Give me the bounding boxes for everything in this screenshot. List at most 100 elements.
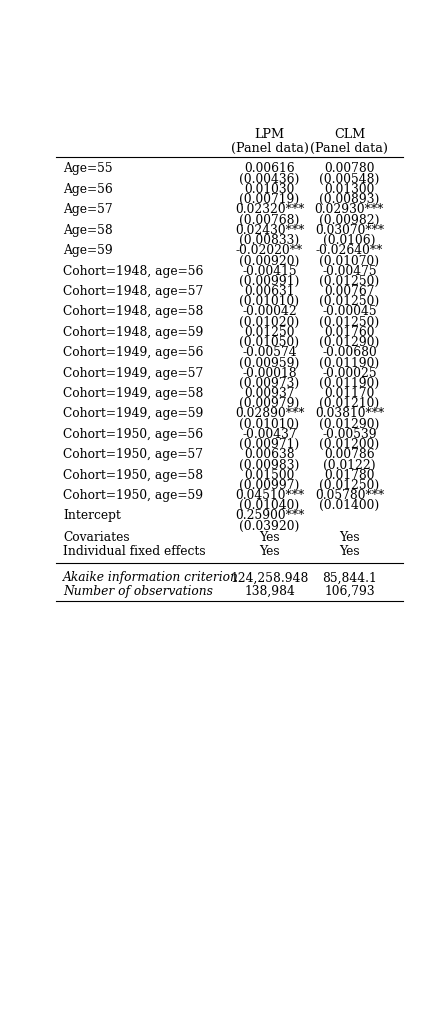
Text: 0.00638: 0.00638	[244, 448, 295, 461]
Text: (0.01190): (0.01190)	[319, 377, 379, 390]
Text: (0.01200): (0.01200)	[319, 438, 379, 451]
Text: (0.00979): (0.00979)	[239, 397, 300, 411]
Text: -0.00475: -0.00475	[322, 265, 377, 278]
Text: -0.02020**: -0.02020**	[236, 244, 303, 258]
Text: 0.25900***: 0.25900***	[235, 509, 304, 522]
Text: 0.00616: 0.00616	[244, 162, 295, 175]
Text: 0.01250: 0.01250	[244, 325, 295, 339]
Text: LPM: LPM	[254, 128, 284, 141]
Text: Cohort=1950, age=57: Cohort=1950, age=57	[63, 448, 203, 461]
Text: (0.0106): (0.0106)	[323, 234, 375, 247]
Text: (0.01040): (0.01040)	[239, 499, 300, 512]
Text: Cohort=1949, age=57: Cohort=1949, age=57	[63, 366, 203, 379]
Text: 0.01500: 0.01500	[244, 468, 295, 482]
Text: (0.01250): (0.01250)	[319, 275, 379, 288]
Text: Cohort=1949, age=56: Cohort=1949, age=56	[63, 346, 203, 359]
Text: 0.01170: 0.01170	[324, 387, 375, 400]
Text: 85,844.1: 85,844.1	[322, 571, 377, 584]
Text: -0.00018: -0.00018	[242, 366, 297, 379]
Text: -0.00415: -0.00415	[242, 265, 297, 278]
Text: (0.00920): (0.00920)	[239, 255, 300, 268]
Text: 138,984: 138,984	[244, 585, 295, 598]
Text: Cohort=1949, age=58: Cohort=1949, age=58	[63, 387, 203, 400]
Text: (0.03920): (0.03920)	[239, 520, 300, 532]
Text: 0.03070***: 0.03070***	[315, 224, 384, 236]
Text: 0.00786: 0.00786	[324, 448, 375, 461]
Text: -0.00680: -0.00680	[322, 346, 377, 359]
Text: (Panel data): (Panel data)	[231, 142, 309, 155]
Text: (0.01190): (0.01190)	[319, 357, 379, 369]
Text: Number of observations: Number of observations	[63, 585, 213, 598]
Text: Yes: Yes	[339, 531, 360, 545]
Text: (0.00982): (0.00982)	[319, 214, 379, 227]
Text: (0.01290): (0.01290)	[319, 418, 379, 431]
Text: Cohort=1950, age=59: Cohort=1950, age=59	[63, 489, 203, 502]
Text: -0.00045: -0.00045	[322, 305, 377, 318]
Text: (0.00991): (0.00991)	[239, 275, 300, 288]
Text: (0.01250): (0.01250)	[319, 479, 379, 492]
Text: 0.02320***: 0.02320***	[235, 203, 304, 216]
Text: 0.03810***: 0.03810***	[315, 408, 384, 421]
Text: Age=59: Age=59	[63, 244, 113, 258]
Text: -0.00042: -0.00042	[242, 305, 297, 318]
Text: -0.02640**: -0.02640**	[316, 244, 383, 258]
Text: (0.00548): (0.00548)	[319, 172, 379, 186]
Text: Cohort=1948, age=56: Cohort=1948, age=56	[63, 265, 203, 278]
Text: (0.00436): (0.00436)	[239, 172, 300, 186]
Text: (0.01070): (0.01070)	[319, 255, 379, 268]
Text: (0.01010): (0.01010)	[240, 418, 300, 431]
Text: Cohort=1950, age=56: Cohort=1950, age=56	[63, 428, 203, 441]
Text: 0.00631: 0.00631	[244, 285, 295, 298]
Text: 0.02430***: 0.02430***	[235, 224, 304, 236]
Text: -0.00025: -0.00025	[322, 366, 377, 379]
Text: Cohort=1950, age=58: Cohort=1950, age=58	[63, 468, 203, 482]
Text: (0.00983): (0.00983)	[239, 458, 300, 472]
Text: (0.00973): (0.00973)	[239, 377, 300, 390]
Text: Cohort=1949, age=59: Cohort=1949, age=59	[63, 408, 203, 421]
Text: (0.00997): (0.00997)	[239, 479, 300, 492]
Text: (0.01250): (0.01250)	[319, 315, 379, 329]
Text: (0.01400): (0.01400)	[319, 499, 379, 512]
Text: CLM: CLM	[334, 128, 365, 141]
Text: -0.00437: -0.00437	[242, 428, 297, 441]
Text: 0.01780: 0.01780	[324, 468, 375, 482]
Text: Yes: Yes	[259, 531, 280, 545]
Text: (0.00833): (0.00833)	[239, 234, 300, 247]
Text: -0.00539: -0.00539	[322, 428, 377, 441]
Text: Cohort=1948, age=58: Cohort=1948, age=58	[63, 305, 203, 318]
Text: 0.01300: 0.01300	[324, 183, 375, 196]
Text: (0.00959): (0.00959)	[239, 357, 300, 369]
Text: Age=57: Age=57	[63, 203, 112, 216]
Text: (0.01290): (0.01290)	[319, 336, 379, 349]
Text: (0.01210): (0.01210)	[319, 397, 379, 411]
Text: Individual fixed effects: Individual fixed effects	[63, 545, 206, 558]
Text: Intercept: Intercept	[63, 509, 121, 522]
Text: (0.00719): (0.00719)	[239, 194, 300, 206]
Text: (Panel data): (Panel data)	[310, 142, 388, 155]
Text: 0.01030: 0.01030	[244, 183, 295, 196]
Text: (0.00768): (0.00768)	[239, 214, 300, 227]
Text: Yes: Yes	[339, 545, 360, 558]
Text: 0.01760: 0.01760	[324, 325, 375, 339]
Text: 0.05780***: 0.05780***	[315, 489, 384, 502]
Text: Yes: Yes	[259, 545, 280, 558]
Text: (0.01020): (0.01020)	[239, 315, 300, 329]
Text: 106,793: 106,793	[324, 585, 375, 598]
Text: 0.02930***: 0.02930***	[314, 203, 384, 216]
Text: 0.00780: 0.00780	[324, 162, 375, 175]
Text: 0.00937: 0.00937	[244, 387, 295, 400]
Text: Akaike information criterion: Akaike information criterion	[63, 571, 239, 584]
Text: Age=58: Age=58	[63, 224, 113, 236]
Text: Cohort=1948, age=59: Cohort=1948, age=59	[63, 325, 203, 339]
Text: 0.04510***: 0.04510***	[235, 489, 304, 502]
Text: (0.00971): (0.00971)	[239, 438, 300, 451]
Text: -0.00574: -0.00574	[242, 346, 297, 359]
Text: Covariates: Covariates	[63, 531, 129, 545]
Text: Cohort=1948, age=57: Cohort=1948, age=57	[63, 285, 203, 298]
Text: 0.00767: 0.00767	[324, 285, 375, 298]
Text: Age=55: Age=55	[63, 162, 112, 175]
Text: (0.01010): (0.01010)	[240, 295, 300, 308]
Text: (0.01050): (0.01050)	[240, 336, 300, 349]
Text: Age=56: Age=56	[63, 183, 113, 196]
Text: (0.01250): (0.01250)	[319, 295, 379, 308]
